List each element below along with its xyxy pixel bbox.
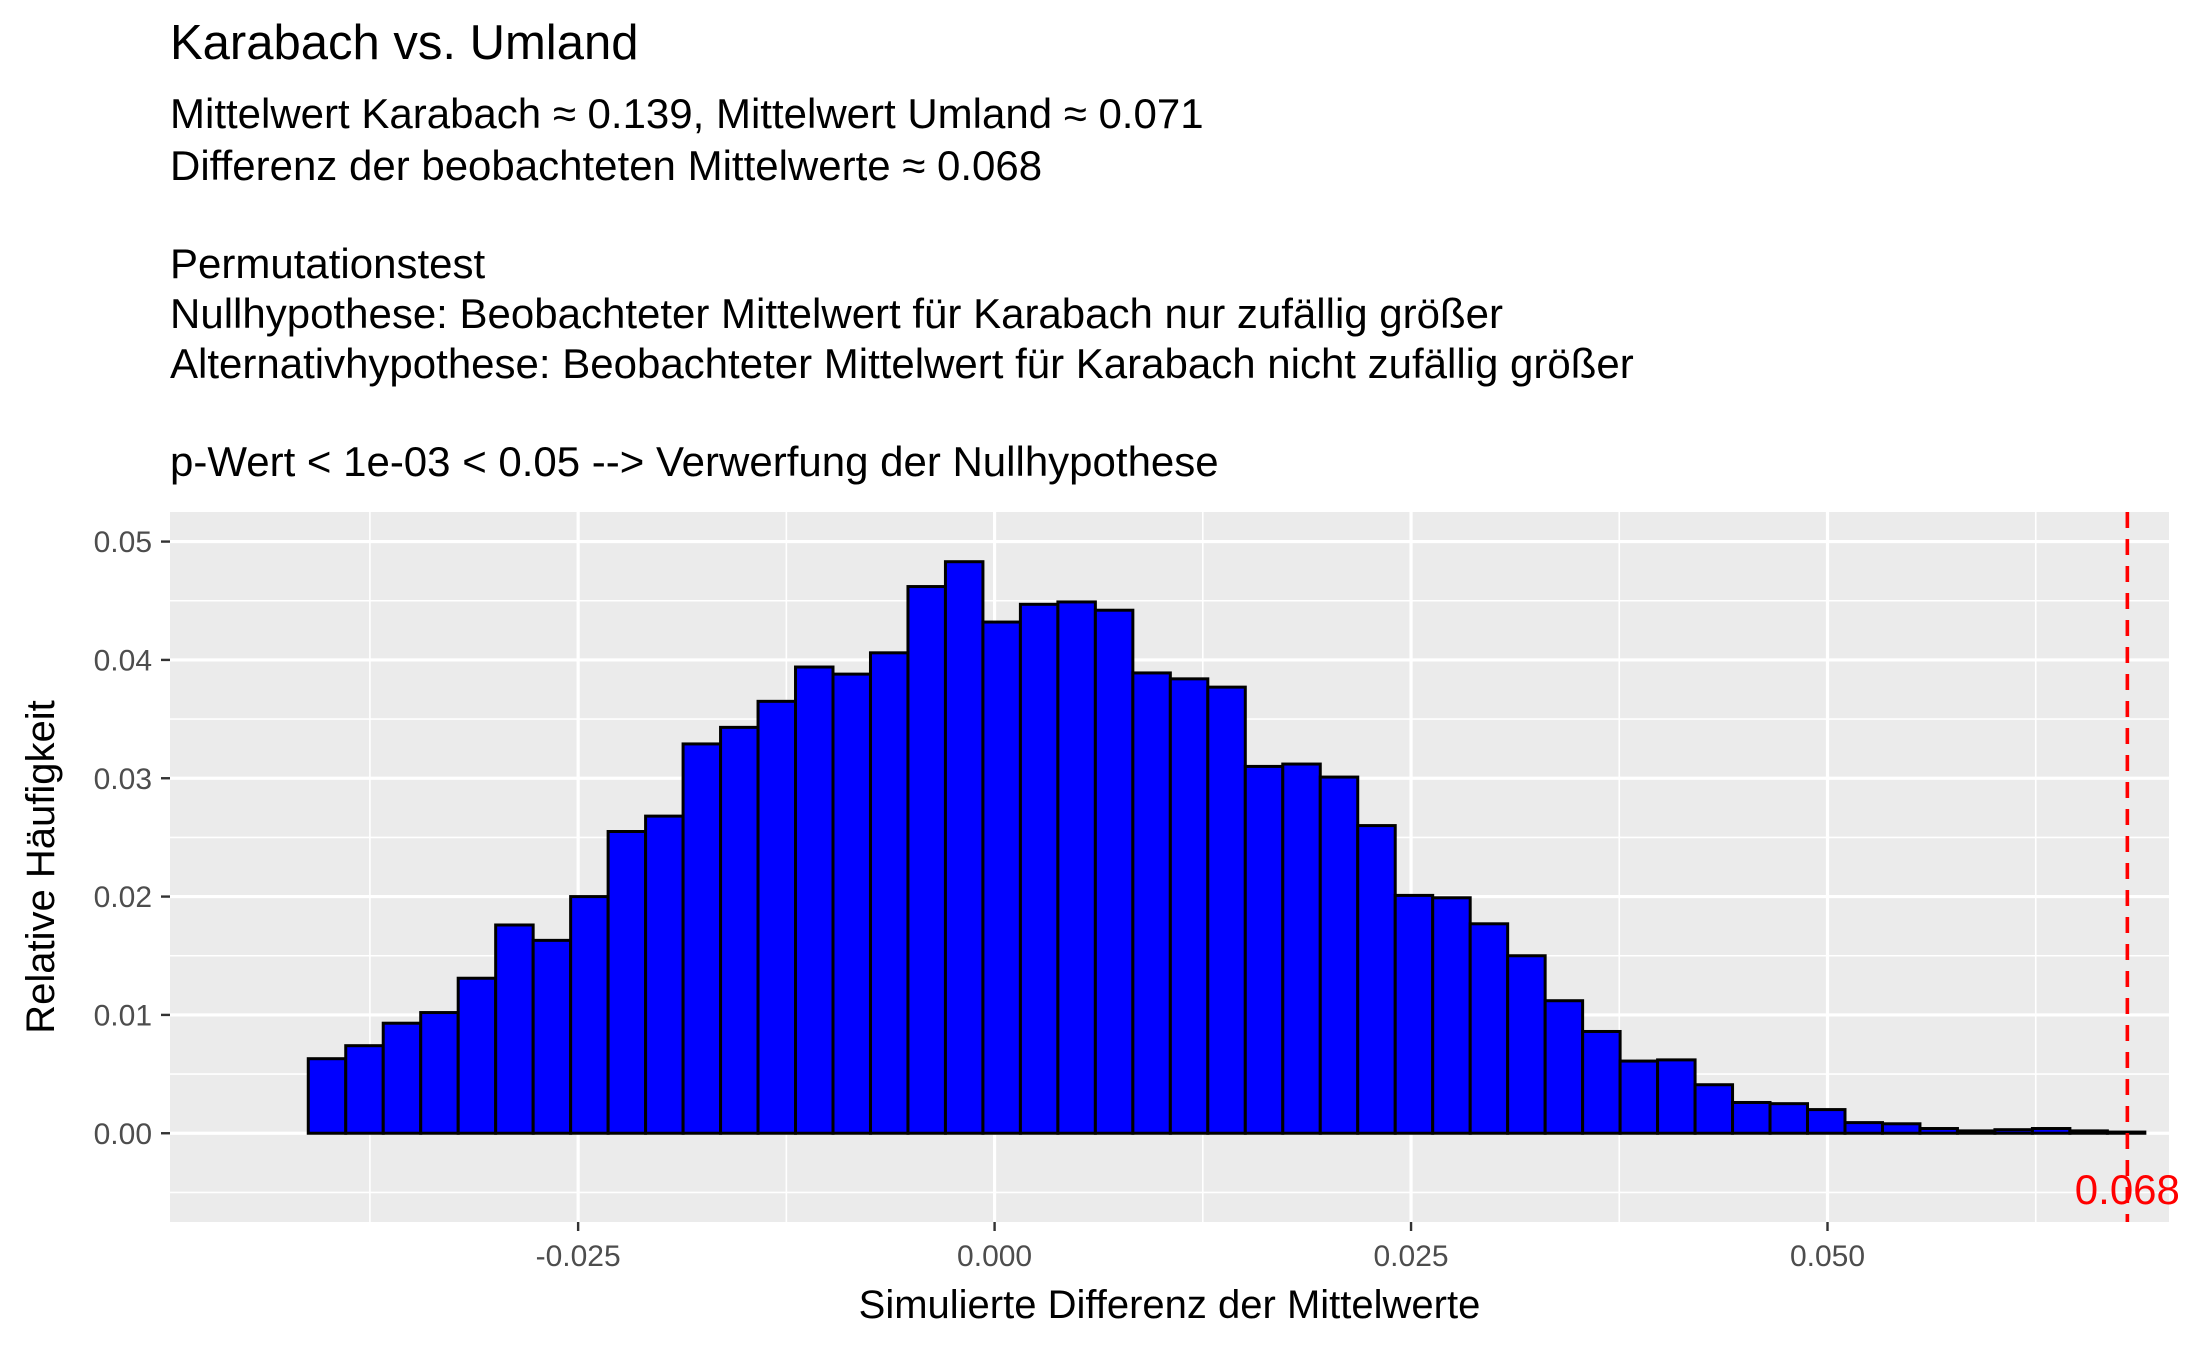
y-tick-label: 0.04 [94,644,152,677]
histogram-bar [1768,1102,1810,1135]
chart-title: Karabach vs. Umland [170,16,639,70]
subtitle-line-2: Differenz der beobachteten Mittelwerte ≈… [170,142,1043,189]
histogram-bar [1093,608,1135,1135]
histogram-bar [1243,764,1285,1135]
histogram-bar [831,672,872,1135]
subtitle-line-4: Permutationstest [170,240,486,287]
x-axis-ticks: -0.025 0.000 0.025 0.050 [536,1222,1865,1273]
subtitle-line-5: Nullhypothese: Beobachteter Mittelwert f… [170,290,1504,337]
histogram-bar [1806,1108,1847,1135]
histogram-bar [1543,999,1585,1135]
subtitle-line-1: Mittelwert Karabach ≈ 0.139, Mittelwert … [170,90,1204,137]
x-axis-label: Simulierte Differenz der Mittelwerte [859,1283,1481,1327]
y-tick-label: 0.03 [94,763,152,796]
histogram-bar [1918,1127,1959,1135]
histogram-bar [1880,1122,1922,1135]
histogram-bar [1168,677,1210,1135]
subtitle-line-8: p-Wert < 1e-03 < 0.05 --> Verwerfung der… [170,438,1219,485]
histogram-bar [456,976,498,1135]
y-tick-label: 0.02 [94,881,152,914]
histogram-bar [1018,602,1060,1135]
histogram-bar [1581,1029,1622,1135]
y-tick-label: 0.01 [94,999,152,1032]
histogram-bar [868,651,910,1135]
histogram-bar [306,1057,348,1135]
histogram-bar [1993,1128,2034,1135]
histogram-bar [606,830,648,1135]
histogram-bar [1356,824,1397,1135]
histogram-bar [1618,1059,1660,1135]
histogram-bar [1206,685,1247,1135]
histogram-bar [1693,1083,1735,1135]
histogram-bar [1731,1100,1772,1135]
histogram-bar [1468,922,1510,1135]
histogram-bar [569,895,610,1135]
reference-line-label: 0.068 [2075,1166,2180,1213]
histogram-bar [644,814,685,1135]
histogram-bar [1955,1129,1997,1135]
x-tick-label: 0.050 [1790,1240,1865,1273]
histogram-bar [794,665,835,1135]
histogram-bar [719,725,760,1135]
histogram-bar [906,585,947,1135]
histogram-bar [494,923,535,1135]
histogram-bar [2030,1127,2072,1135]
histogram-bars [306,560,2147,1135]
histogram-bar [1431,896,1472,1135]
x-tick-label: 0.025 [1374,1240,1449,1273]
histogram-bar [381,1021,423,1135]
histogram-bar [1393,893,1435,1135]
histogram-bar [419,1011,460,1135]
histogram-bar [1843,1121,1884,1135]
histogram-bar [1318,775,1360,1135]
histogram-bar [756,699,798,1135]
x-tick-label: -0.025 [536,1240,621,1273]
histogram-bar [1506,954,1547,1135]
histogram-bar [1056,600,1097,1135]
histogram-bar [2068,1129,2109,1135]
histogram-bar [1281,762,1322,1135]
histogram-bar [531,938,573,1135]
histogram-bar [1131,671,1172,1135]
y-axis-label: Relative Häufigkeit [19,700,63,1034]
histogram-bar [1656,1058,1697,1135]
histogram-bar [681,742,723,1135]
x-tick-label: 0.000 [957,1240,1032,1273]
subtitle-line-6: Alternativhypothese: Beobachteter Mittel… [170,340,1634,387]
y-axis-ticks: 0.00 0.01 0.02 0.03 0.04 0.05 [94,526,170,1151]
reference-line-group: 0.068 [2075,512,2180,1222]
histogram-bar [943,560,985,1135]
y-tick-label: 0.05 [94,526,152,559]
histogram-bar [344,1044,385,1135]
y-tick-label: 0.00 [94,1118,152,1151]
histogram-bar [981,620,1022,1135]
